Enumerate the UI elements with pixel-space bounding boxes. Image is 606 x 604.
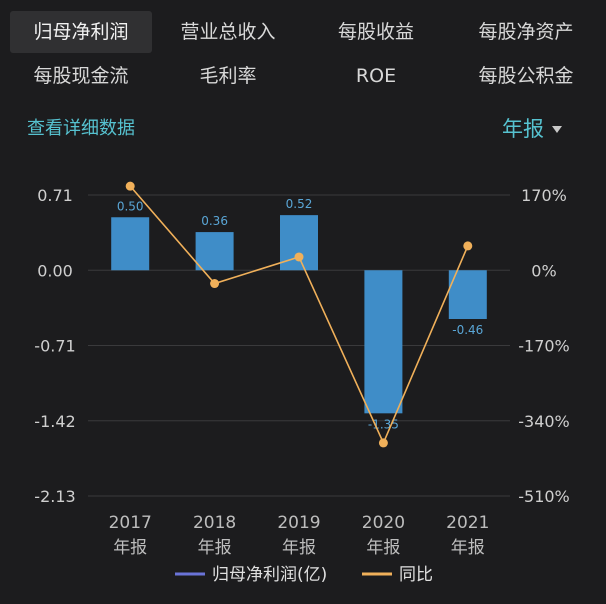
tab-cash-flow-per-share[interactable]: 每股现金流: [33, 65, 129, 87]
period-selected-value: 年报: [502, 117, 544, 141]
x-tick-period: 年报: [198, 538, 232, 558]
legend-bar-label: 归母净利润(亿): [212, 565, 327, 585]
tab-net-assets-per-share[interactable]: 每股净资产: [478, 21, 574, 43]
tab-roe[interactable]: ROE: [355, 65, 397, 87]
y-right-tick-label: 0%: [531, 261, 556, 280]
bar-value-label: -1.35: [368, 417, 399, 431]
yoy-point-2020: [378, 438, 388, 448]
bar-2021: [448, 270, 487, 320]
bar-value-label: 0.36: [201, 214, 228, 228]
bar-2020: [364, 270, 403, 414]
bar-value-label: -0.46: [452, 323, 483, 337]
bar-value-label: 0.52: [286, 197, 313, 211]
tab-gross-margin[interactable]: 毛利率: [199, 65, 257, 87]
y-left-tick-label: 0.00: [37, 261, 73, 280]
yoy-point-2017: [125, 181, 135, 191]
bar-2017: [111, 217, 150, 271]
metric-tabs-row-2: 每股现金流 毛利率 ROE 每股公积金: [0, 55, 606, 99]
y-right-tick-label: 170%: [521, 186, 567, 205]
metric-tabs-row-1: 归母净利润 营业总收入 每股收益 每股净资产: [0, 11, 606, 55]
bar-2018: [195, 232, 234, 271]
period-dropdown[interactable]: 年报: [502, 113, 562, 143]
x-tick-year: 2018: [193, 513, 236, 533]
y-left-tick-label: -1.42: [34, 412, 75, 431]
tab-eps[interactable]: 每股收益: [337, 21, 414, 43]
x-tick-period: 年报: [113, 538, 147, 558]
tab-total-revenue[interactable]: 营业总收入: [180, 21, 276, 43]
y-right-tick-label: -510%: [518, 487, 570, 506]
x-tick-period: 年报: [451, 538, 485, 558]
bar-value-label: 0.50: [117, 199, 144, 213]
x-tick-period: 年报: [282, 538, 316, 558]
y-left-tick-label: -2.13: [34, 487, 75, 506]
yoy-point-2021: [463, 241, 473, 251]
yoy-point-2019: [294, 252, 304, 262]
x-tick-year: 2017: [109, 513, 152, 533]
yoy-point-2018: [210, 279, 220, 289]
caret-down-icon: [552, 125, 562, 133]
legend-line-label: 同比: [399, 565, 433, 585]
view-details-link[interactable]: 查看详细数据: [27, 118, 135, 139]
x-tick-year: 2019: [277, 513, 320, 533]
y-left-tick-label: -0.71: [34, 337, 75, 356]
x-tick-year: 2020: [362, 513, 405, 533]
tab-net-profit[interactable]: 归母净利润: [10, 11, 152, 53]
x-tick-period: 年报: [366, 538, 400, 558]
x-tick-year: 2021: [446, 513, 489, 533]
tab-reserve-per-share[interactable]: 每股公积金: [478, 65, 574, 87]
profit-chart: 0.71 170% 0.00 0% -0.71 -170% -1.42 -340% -2.13 -…: [0, 150, 606, 604]
y-right-tick-label: -340%: [518, 412, 570, 431]
y-right-tick-label: -170%: [518, 337, 570, 356]
y-left-tick-label: 0.71: [37, 186, 73, 205]
